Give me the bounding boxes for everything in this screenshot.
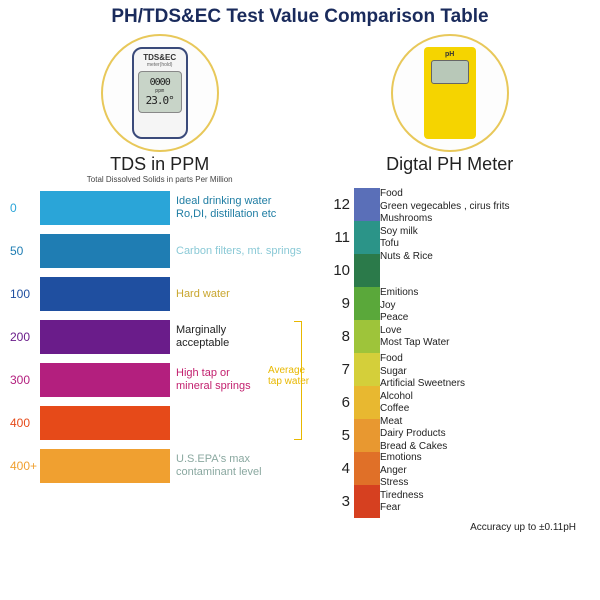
ph-title: Digtal PH Meter [386,154,513,175]
ph-lcd [431,60,469,84]
ph-device-label: pH [445,51,454,58]
ph-row: 7 [328,353,380,386]
ph-swatch [354,452,380,485]
accuracy-note: Accuracy up to ±0.11pH [10,522,590,533]
ph-number: 3 [328,493,354,510]
tds-row: 300High tap ormineral springs [10,360,310,400]
ph-number: 9 [328,295,354,312]
ph-desc-group: EmitionsJoyPeaceLoveMost Tap Water [380,287,449,350]
tds-description: Carbon filters, mt. springs [176,245,310,258]
ph-desc-group: FoodGreen vegecables , cirus fritsMushro… [380,188,510,263]
tds-bar [40,234,170,268]
ph-number: 6 [328,394,354,411]
ph-swatch [354,287,380,320]
tds-value: 400 [10,416,40,430]
tds-value: 400+ [10,459,40,473]
tds-row: 50 Carbon filters, mt. springs [10,231,310,271]
tds-description: Marginallyacceptable [176,324,310,349]
ph-number: 7 [328,361,354,378]
page-title: PH/TDS&EC Test Value Comparison Table [10,6,590,28]
tds-device: TDS&EC meter(hold) 0000 ppm 23.0° TDS in… [87,34,233,184]
tds-value: 100 [10,287,40,301]
tds-bar [40,191,170,225]
tds-device-label: TDS&EC [143,53,176,62]
ph-swatch [354,386,380,419]
ph-row: 12 [328,188,380,221]
ph-chart: 12 11 10 9 8 7 6 5 4 3 FoodGreen vegecables , cir… [310,188,590,518]
tds-row: 0 Ideal drinking waterRo,DI, distillation… [10,188,310,228]
tds-lcd-value: 0000 [150,77,170,88]
ph-row: 4 [328,452,380,485]
ph-swatch [354,485,380,518]
tds-bar [40,320,170,354]
tds-device-sublabel: meter(hold) [147,62,173,68]
ph-number: 8 [328,328,354,345]
tds-description: U.S.EPA's maxcontaminant level [176,453,310,478]
ph-swatch [354,419,380,452]
tds-title: TDS in PPM [110,154,209,175]
ph-number: 10 [328,262,354,279]
tds-value: 300 [10,373,40,387]
tds-subtitle: Total Dissolved Solids in parts Per Mill… [87,175,233,184]
ph-swatch [354,254,380,287]
tds-row: 400+ U.S.EPA's maxcontaminant level [10,446,310,486]
ph-row: 3 [328,485,380,518]
ph-row: 10 [328,254,380,287]
tds-row: 400 [10,403,310,443]
tds-description: Hard water [176,288,310,301]
tds-value: 0 [10,201,40,215]
tds-bar [40,363,170,397]
bracket-label: Averagetap water [268,365,309,387]
tds-bar [40,277,170,311]
tds-lcd-temp: 23.0° [146,94,174,107]
ph-row: 11 [328,221,380,254]
ph-scale: 12 11 10 9 8 7 6 5 4 3 [328,188,380,518]
ph-circle: pH [391,34,509,152]
tds-value: 50 [10,244,40,258]
ph-row: 5 [328,419,380,452]
ph-swatch [354,188,380,221]
ph-row: 8 [328,320,380,353]
ph-desc-group: EmotionsAngerStressTirednessFear [380,452,424,515]
tds-lcd: 0000 ppm 23.0° [138,71,182,113]
ph-number: 12 [328,196,354,213]
charts-row: 0 Ideal drinking waterRo,DI, distillation… [10,188,590,518]
ph-desc-group: FoodSugarArtificial SweetnersAlcoholCoff… [380,353,465,453]
ph-swatch [354,320,380,353]
tds-description: Ideal drinking waterRo,DI, distillation … [176,195,310,220]
tds-circle: TDS&EC meter(hold) 0000 ppm 23.0° [101,34,219,152]
ph-number: 11 [328,229,354,246]
tds-bar [40,449,170,483]
tds-value: 200 [10,330,40,344]
ph-number: 5 [328,427,354,444]
device-row: TDS&EC meter(hold) 0000 ppm 23.0° TDS in… [10,34,590,184]
ph-swatch [354,353,380,386]
ph-swatch [354,221,380,254]
ph-device: pH Digtal PH Meter [386,34,513,184]
ph-row: 6 [328,386,380,419]
tds-row: 200 Marginallyacceptable [10,317,310,357]
ph-number: 4 [328,460,354,477]
tds-row: 100 Hard water [10,274,310,314]
tds-chart: 0 Ideal drinking waterRo,DI, distillation… [10,188,310,518]
ph-row: 9 [328,287,380,320]
tds-bar [40,406,170,440]
ph-desc-column: FoodGreen vegecables , cirus fritsMushro… [380,188,590,518]
